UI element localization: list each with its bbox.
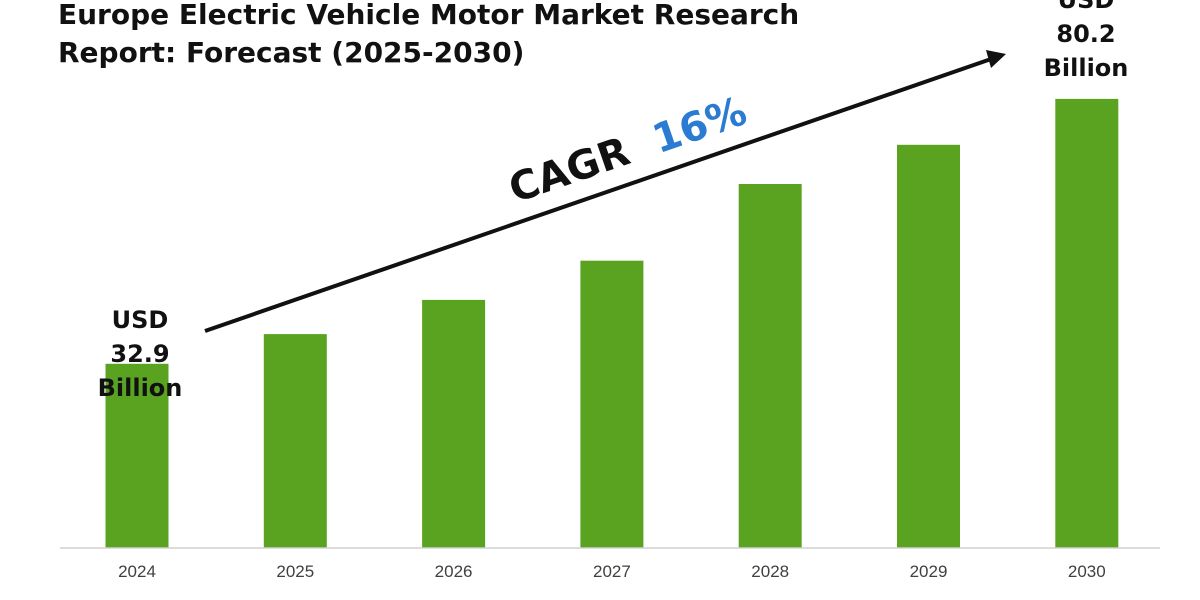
bar-2024 [105,363,169,548]
end-value-label-line-3: Billion [1044,54,1129,82]
bar-2026 [422,299,486,548]
cagr-prefix: CAGR [503,129,635,213]
x-tick-label-2026: 2026 [435,562,473,581]
start-value-label-line-3: Billion [98,374,183,402]
bar-2028 [738,184,802,548]
end-value-label-line-1: USD [1058,0,1115,14]
x-tick-label-2028: 2028 [751,562,789,581]
bar-2027 [580,260,644,548]
x-tick-label-2030: 2030 [1068,562,1106,581]
bars-group [105,98,1119,549]
cagr-annotation: CAGR 16% [503,88,752,212]
bar-2025 [263,334,327,548]
svg-text:CAGR 16%: CAGR 16% [503,88,752,212]
start-value-label-line-2: 32.9 [110,340,169,368]
cagr-trend-arrow-line [204,56,995,333]
bar-2030 [1055,98,1119,549]
cagr-value: 16% [647,88,753,163]
x-tick-label-2029: 2029 [910,562,948,581]
x-tick-label-2025: 2025 [276,562,314,581]
bar-2029 [897,144,960,549]
cagr-arrow-head-icon [986,50,1006,68]
x-tick-label-2027: 2027 [593,562,631,581]
x-tick-label-2024: 2024 [118,562,156,581]
chart-title-line-1: Europe Electric Vehicle Motor Market Res… [58,0,799,31]
end-value-label-line-2: 80.2 [1056,20,1115,48]
chart-title-line-2: Report: Forecast (2025-2030) [58,36,524,69]
x-tick-labels: 2024 2025 2026 2027 2028 2029 2030 [118,562,1106,581]
start-value-label-line-1: USD [112,306,169,334]
